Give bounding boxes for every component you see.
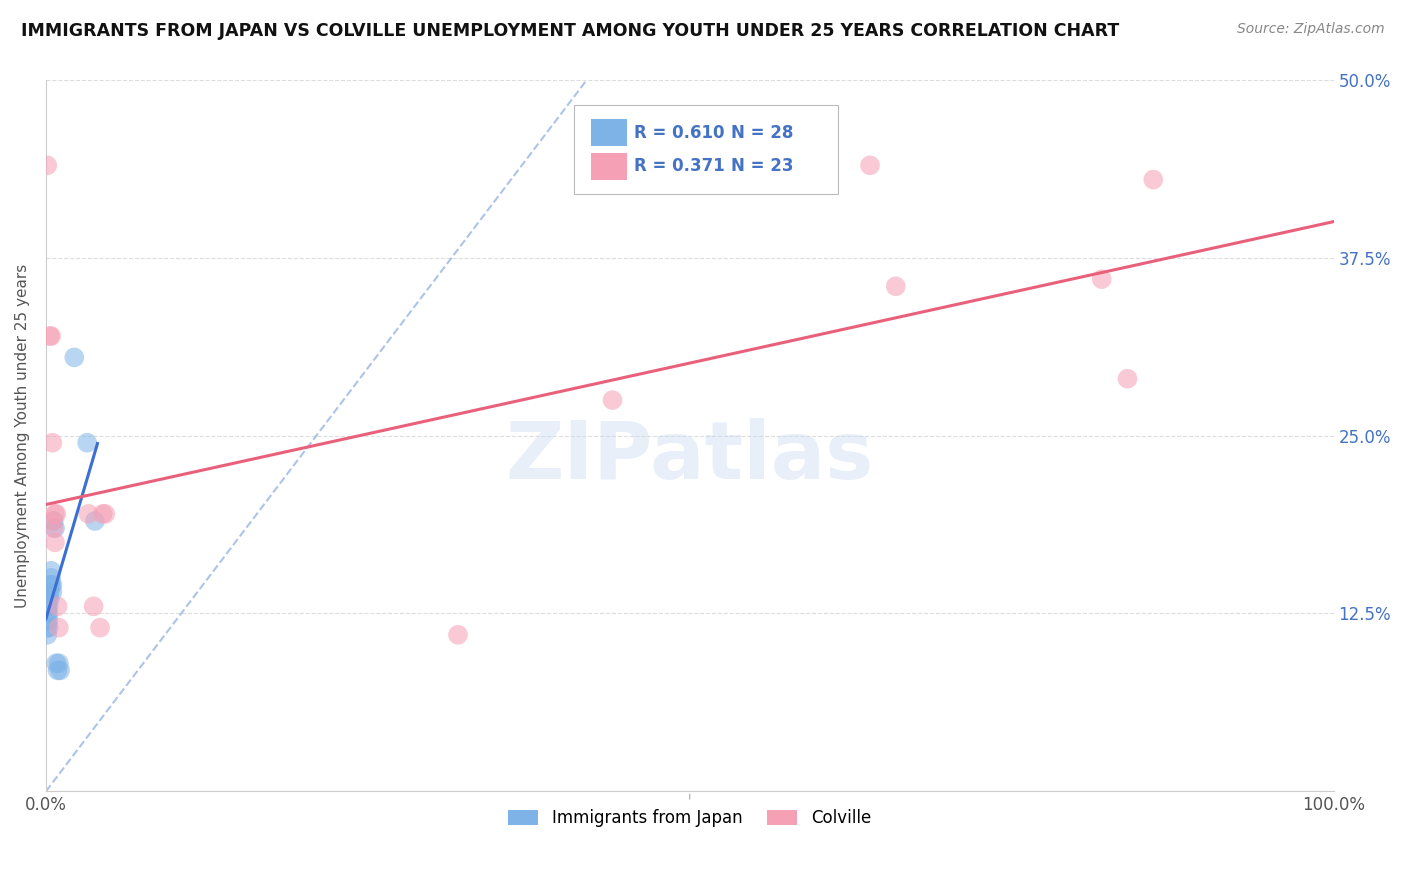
Point xyxy=(38,329,60,343)
Legend: Immigrants from Japan, Colville: Immigrants from Japan, Colville xyxy=(502,803,877,834)
Point xyxy=(39,571,62,585)
Point xyxy=(1142,172,1164,186)
Text: N = 23: N = 23 xyxy=(731,157,793,175)
Point xyxy=(39,578,62,592)
Point xyxy=(38,592,60,607)
Point xyxy=(48,657,70,671)
Bar xyxy=(591,120,627,146)
Point xyxy=(48,621,70,635)
Point xyxy=(884,279,907,293)
Bar xyxy=(591,153,627,179)
Point xyxy=(39,329,62,343)
Point xyxy=(42,514,65,528)
Point xyxy=(1116,372,1139,386)
Point xyxy=(44,507,66,521)
Point xyxy=(38,614,60,628)
Point xyxy=(89,621,111,635)
Point xyxy=(46,599,69,614)
Text: N = 28: N = 28 xyxy=(731,124,793,142)
Point xyxy=(77,507,100,521)
Point xyxy=(45,657,67,671)
Point xyxy=(35,592,58,607)
Point xyxy=(38,599,60,614)
Text: R = 0.371: R = 0.371 xyxy=(634,157,725,175)
Point xyxy=(91,507,114,521)
Point xyxy=(44,535,66,549)
Point xyxy=(49,664,72,678)
Point xyxy=(38,585,60,599)
Point xyxy=(37,158,59,172)
Text: IMMIGRANTS FROM JAPAN VS COLVILLE UNEMPLOYMENT AMONG YOUTH UNDER 25 YEARS CORREL: IMMIGRANTS FROM JAPAN VS COLVILLE UNEMPL… xyxy=(21,22,1119,40)
Text: Source: ZipAtlas.com: Source: ZipAtlas.com xyxy=(1237,22,1385,37)
Point xyxy=(37,628,59,642)
Point xyxy=(83,599,105,614)
Point xyxy=(41,578,63,592)
Point xyxy=(41,435,63,450)
Point xyxy=(602,393,624,408)
Y-axis label: Unemployment Among Youth under 25 years: Unemployment Among Youth under 25 years xyxy=(15,263,30,607)
Point xyxy=(63,351,86,365)
Text: ZIPatlas: ZIPatlas xyxy=(506,418,875,496)
Point xyxy=(37,607,59,621)
Point xyxy=(42,521,65,535)
Point xyxy=(38,592,60,607)
Text: R = 0.610: R = 0.610 xyxy=(634,124,725,142)
Point xyxy=(41,514,63,528)
Point xyxy=(38,578,60,592)
FancyBboxPatch shape xyxy=(574,105,838,194)
Point xyxy=(37,621,59,635)
Point xyxy=(37,599,59,614)
Point xyxy=(44,521,66,535)
Point xyxy=(46,664,69,678)
Point xyxy=(76,435,98,450)
Point xyxy=(38,621,60,635)
Point xyxy=(37,614,59,628)
Point xyxy=(1091,272,1114,286)
Point xyxy=(41,585,63,599)
Point xyxy=(39,564,62,578)
Point xyxy=(45,507,67,521)
Point xyxy=(859,158,882,172)
Point xyxy=(447,628,470,642)
Point xyxy=(38,607,60,621)
Point xyxy=(94,507,117,521)
Point xyxy=(83,514,105,528)
